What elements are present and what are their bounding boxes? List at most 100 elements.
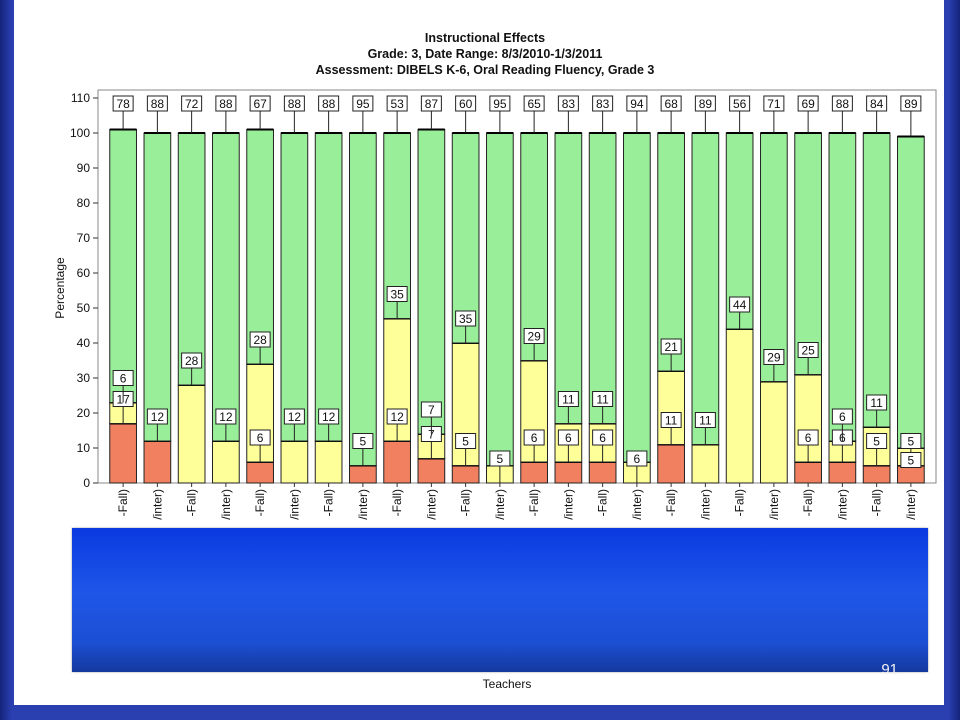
bar-segment: [451, 465, 480, 484]
data-label: 6: [839, 410, 846, 424]
data-label-box: [660, 95, 682, 112]
bar-segment: [623, 132, 651, 463]
data-label: 65: [527, 97, 541, 111]
data-label-box: [523, 95, 545, 112]
bar-segment: [280, 440, 309, 484]
y-tick-label: 90: [77, 161, 91, 175]
bar-segment: [760, 381, 788, 484]
bar-segment: [349, 132, 377, 466]
data-label: 12: [322, 410, 336, 424]
bar-segment: [109, 423, 137, 484]
x-axis-title: Teachers: [483, 677, 532, 691]
category-label: -Fall): [390, 489, 404, 516]
data-label-box: [523, 429, 545, 446]
data-label-box: [523, 328, 545, 344]
bar-segment: [794, 132, 822, 375]
data-label: 89: [699, 97, 713, 111]
data-label: 11: [596, 393, 609, 407]
y-tick-label: 30: [77, 371, 91, 385]
data-label-box: [797, 342, 819, 358]
data-label: 29: [527, 330, 541, 344]
data-label-box: [318, 95, 340, 112]
data-label-box: [386, 408, 408, 425]
data-label-box: [283, 408, 305, 425]
y-tick-label: 70: [77, 231, 91, 245]
bar-segment: [417, 129, 446, 435]
category-label: /inter): [424, 489, 438, 520]
y-tick-label: 10: [77, 441, 91, 455]
data-label-box: [763, 349, 785, 365]
data-label-box: [831, 408, 853, 425]
category-label: -Fall): [801, 489, 815, 516]
data-label-box: [181, 95, 203, 112]
data-label: 84: [870, 97, 884, 111]
y-tick-label: 110: [71, 91, 90, 105]
bar-segment: [417, 458, 446, 484]
text-overlay-box: 91: [72, 528, 928, 678]
data-label: 88: [322, 97, 336, 111]
data-label-box: [112, 95, 134, 112]
y-tick-label: 100: [70, 126, 90, 140]
bar-segment: [143, 132, 172, 442]
data-label-box: [900, 452, 922, 468]
data-label-box: [386, 286, 408, 302]
bar-segment: [588, 461, 617, 484]
y-tick-label: 50: [77, 301, 91, 315]
data-label-box: [900, 433, 922, 449]
category-label: /inter): [493, 489, 507, 520]
data-label: 29: [767, 351, 781, 365]
bar-segment: [486, 132, 514, 466]
bar-segment: [554, 461, 583, 484]
title-line-2: Grade: 3, Date Range: 8/3/2010-1/3/2011: [368, 47, 603, 61]
data-label: 35: [390, 288, 404, 302]
bar-segment: [314, 132, 343, 442]
data-label: 28: [253, 333, 267, 347]
data-label: 12: [219, 410, 233, 424]
data-label: 6: [805, 431, 812, 445]
data-label: 53: [390, 97, 404, 111]
data-label-box: [455, 310, 477, 327]
slide-number: 91: [881, 661, 898, 678]
data-label-box: [215, 408, 237, 425]
data-label-box: [694, 95, 716, 112]
data-label-box: [386, 95, 408, 112]
category-label: -Fall): [322, 489, 336, 516]
bar-segment: [109, 129, 137, 403]
y-tick-label: 0: [83, 476, 90, 490]
data-label-box: [489, 95, 511, 112]
category-label: -Fall): [870, 489, 884, 516]
y-axis-title: Percentage: [53, 257, 67, 319]
bar-segment: [212, 132, 240, 442]
category-label: -Fall): [527, 489, 541, 516]
data-label: 11: [562, 393, 575, 407]
data-label-box: [592, 391, 614, 407]
category-label: /inter): [835, 489, 849, 520]
data-label-box: [660, 338, 682, 355]
data-label-box: [866, 433, 888, 449]
bar-segment: [212, 440, 240, 484]
data-label: 68: [664, 97, 678, 111]
bar-segment: [794, 461, 822, 484]
data-label: 5: [497, 452, 504, 466]
data-label: 88: [151, 97, 165, 111]
bar-segment: [657, 444, 685, 484]
bar-segment: [246, 461, 274, 484]
bar-segment: [657, 132, 685, 372]
y-tick-label: 40: [77, 336, 91, 350]
data-label-box: [146, 408, 168, 425]
data-label-box: [420, 95, 442, 112]
bar-segment: [588, 132, 617, 424]
data-label-box: [866, 95, 888, 112]
data-label-box: [592, 429, 614, 446]
data-label-box: [112, 370, 134, 386]
data-label: 71: [767, 97, 781, 111]
data-label-box: [352, 433, 374, 449]
bar-segment: [246, 129, 274, 365]
data-label-box: [763, 95, 785, 112]
bar-segment: [897, 136, 925, 449]
data-label: 88: [219, 97, 233, 111]
data-label-box: [797, 429, 819, 446]
bar-segment: [760, 132, 788, 382]
data-label: 88: [288, 97, 302, 111]
data-label-box: [146, 95, 168, 112]
